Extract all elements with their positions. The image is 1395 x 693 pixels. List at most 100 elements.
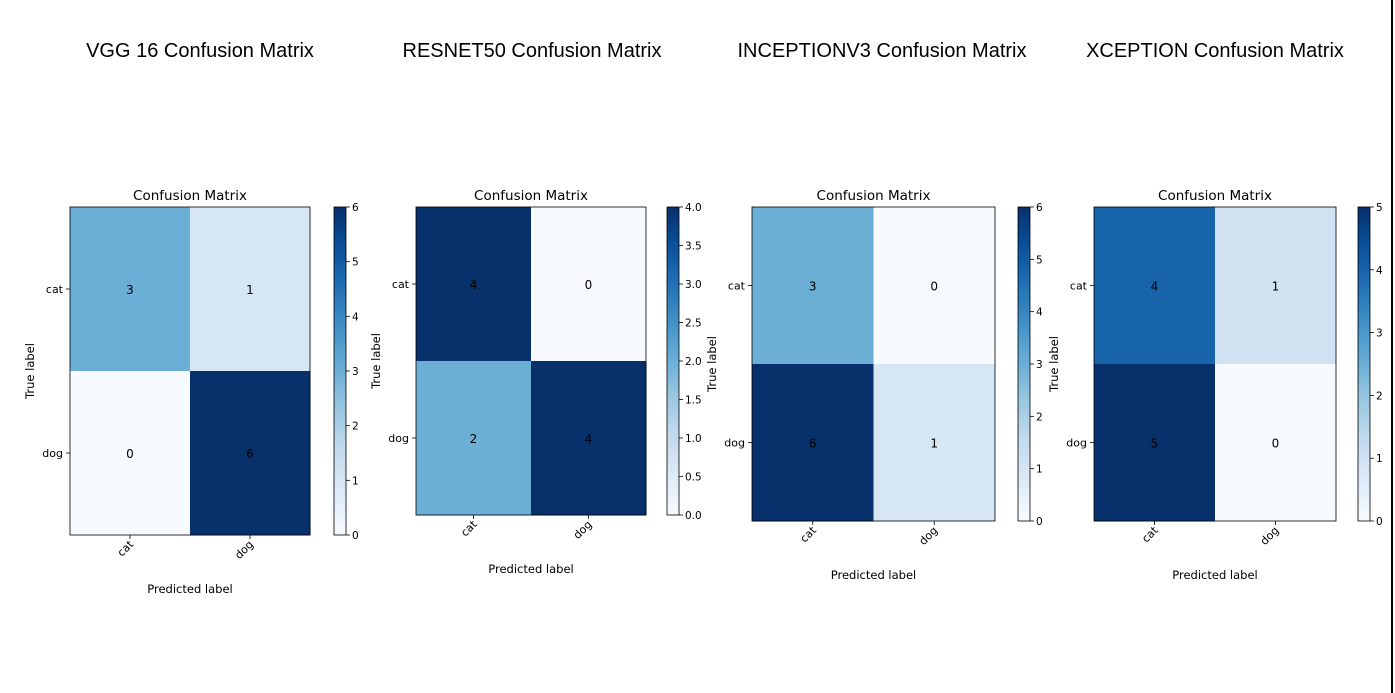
y-tick-label: dog xyxy=(724,437,745,450)
vgg16-heading: VGG 16 Confusion Matrix xyxy=(86,40,314,62)
colorbar xyxy=(1357,206,1371,522)
colorbar-tick-label: 0 xyxy=(352,530,359,542)
matrix-cell xyxy=(190,207,311,372)
frame-edge-line xyxy=(1391,0,1393,693)
matrix-cell xyxy=(531,361,647,516)
colorbar-tick-label: 3 xyxy=(352,366,359,378)
colorbar-tick-label: 2 xyxy=(352,421,359,433)
x-tick-label: dog xyxy=(232,538,256,562)
cell-value-label: 5 xyxy=(1151,437,1159,451)
x-axis-label: Predicted label xyxy=(147,582,232,596)
matrix-cell xyxy=(1215,364,1337,522)
x-axis-label: Predicted label xyxy=(831,568,916,582)
colorbar-tick-label: 1 xyxy=(1036,464,1043,476)
cell-value-label: 1 xyxy=(246,283,254,297)
colorbar-tick-label: 0 xyxy=(1036,516,1043,528)
colorbar-tick-label: 3.0 xyxy=(685,279,702,291)
matrix-cell xyxy=(873,207,996,365)
x-tick-label: cat xyxy=(1139,523,1161,545)
y-tick-label: dog xyxy=(42,447,63,460)
matrix-cell xyxy=(1215,207,1337,365)
axes-frame xyxy=(415,206,647,516)
axes-frame xyxy=(751,206,996,522)
cell-value-label: 0 xyxy=(126,447,134,461)
chart-title: Confusion Matrix xyxy=(1158,188,1272,204)
chart-title: Confusion Matrix xyxy=(474,188,588,204)
colorbar-tick-label: 1.0 xyxy=(685,433,702,445)
colorbar-tick-label: 5 xyxy=(1036,254,1043,266)
matrix-cell xyxy=(873,364,996,522)
matrix-cell xyxy=(752,207,874,365)
y-tick-label: dog xyxy=(388,432,409,445)
axes-frame xyxy=(69,206,311,536)
colorbar-tick-label: 1 xyxy=(352,475,359,487)
colorbar-tick-label: 3 xyxy=(1376,328,1383,340)
cell-value-label: 0 xyxy=(585,278,593,292)
xception-confusion-matrix-chart: Confusion Matrix 4 1 5 0 cat dog cat dog Predicte… xyxy=(1047,188,1383,582)
colorbar-tick-label: 4 xyxy=(352,311,359,323)
matrix-cell xyxy=(1094,364,1216,522)
colorbar-tick-label: 2 xyxy=(1036,411,1043,423)
matrix-cell xyxy=(416,207,532,362)
matrix-cell xyxy=(190,371,311,536)
colorbar-tick-label: 2.0 xyxy=(685,356,702,368)
y-tick-label: cat xyxy=(728,280,746,293)
cell-value-label: 4 xyxy=(470,278,478,292)
y-axis-label: True label xyxy=(23,343,37,400)
matrix-cell xyxy=(416,361,532,516)
cell-value-label: 6 xyxy=(809,437,817,451)
x-tick-label: cat xyxy=(115,537,137,559)
chart-title: Confusion Matrix xyxy=(817,188,931,204)
colorbar xyxy=(666,206,680,516)
colorbar xyxy=(1017,206,1031,522)
x-tick-label: dog xyxy=(917,524,941,548)
colorbar-tick-label: 5 xyxy=(1376,202,1383,214)
matrix-cell xyxy=(70,371,191,536)
x-tick-label: cat xyxy=(458,517,480,539)
chart-title: Confusion Matrix xyxy=(133,188,247,204)
cell-value-label: 3 xyxy=(126,283,134,297)
resnet50-confusion-matrix-chart: Confusion Matrix 4 0 2 4 cat dog cat dog Predicte… xyxy=(369,188,702,576)
colorbar-tick-label: 6 xyxy=(352,202,359,214)
resnet50-heading: RESNET50 Confusion Matrix xyxy=(402,40,662,62)
x-axis-label: Predicted label xyxy=(488,562,573,576)
matrix-cell xyxy=(70,207,191,372)
y-tick-label: cat xyxy=(46,283,64,296)
y-tick-label: dog xyxy=(1066,437,1087,450)
cell-value-label: 3 xyxy=(809,280,817,294)
xception-heading: XCEPTION Confusion Matrix xyxy=(1086,40,1344,62)
inceptionv3-heading: INCEPTIONV3 Confusion Matrix xyxy=(737,40,1027,62)
colorbar-tick-label: 4 xyxy=(1376,265,1383,277)
cell-value-label: 4 xyxy=(1151,280,1159,294)
x-tick-label: dog xyxy=(571,518,595,542)
colorbar-tick-label: 6 xyxy=(1036,202,1043,214)
colorbar-tick-label: 1 xyxy=(1376,453,1383,465)
colorbar-tick-label: 1.5 xyxy=(685,395,702,407)
cell-value-label: 1 xyxy=(1272,280,1280,294)
matrix-cell xyxy=(1094,207,1216,365)
colorbar-tick-label: 3.5 xyxy=(685,241,702,253)
cell-value-label: 6 xyxy=(246,447,254,461)
cell-value-label: 4 xyxy=(585,432,593,446)
cell-value-label: 2 xyxy=(470,432,478,446)
colorbar-tick-label: 0.5 xyxy=(685,472,702,484)
colorbar-tick-label: 4 xyxy=(1036,307,1043,319)
cell-value-label: 0 xyxy=(1272,437,1280,451)
x-axis-label: Predicted label xyxy=(1172,568,1257,582)
colorbar-tick-label: 4.0 xyxy=(685,202,702,214)
matrix-cell xyxy=(531,207,647,362)
colorbar-tick-label: 2 xyxy=(1376,390,1383,402)
cell-value-label: 1 xyxy=(930,437,938,451)
colorbar-tick-label: 5 xyxy=(352,257,359,269)
colorbar-tick-label: 0.0 xyxy=(685,510,702,522)
axes-frame xyxy=(1093,206,1337,522)
y-tick-label: cat xyxy=(392,278,410,291)
vgg16-confusion-matrix-chart: Confusion Matrix 3 1 0 6 cat dog cat dog Predicte… xyxy=(23,188,359,596)
cell-value-label: 0 xyxy=(930,280,938,294)
y-axis-label: True label xyxy=(369,333,383,390)
inceptionv3-confusion-matrix-chart: Confusion Matrix 3 0 6 1 cat dog cat dog Predicte… xyxy=(705,188,1043,582)
x-tick-label: cat xyxy=(798,523,820,545)
y-tick-label: cat xyxy=(1070,280,1088,293)
y-axis-label: True label xyxy=(705,336,719,393)
matrix-cell xyxy=(752,364,874,522)
